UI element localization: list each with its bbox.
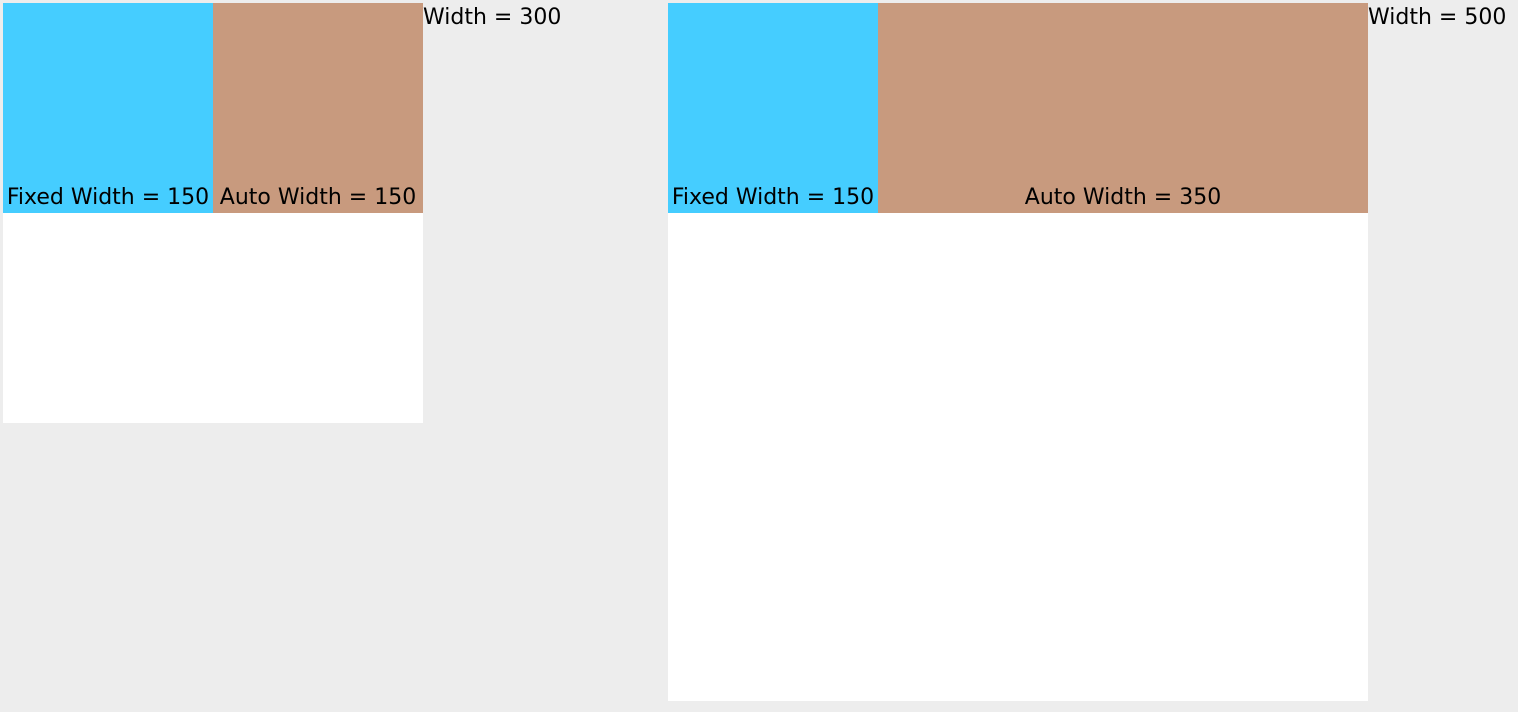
auto-width-cell: Auto Width = 150 [213, 3, 423, 213]
fixed-width-cell: Fixed Width = 150 [3, 3, 213, 213]
auto-width-cell: Auto Width = 350 [878, 3, 1368, 213]
row-panel-1: Fixed Width = 150 Auto Width = 150 [3, 3, 423, 213]
fixed-width-cell: Fixed Width = 150 [668, 3, 878, 213]
container-width-500: Fixed Width = 150 Auto Width = 350 [668, 3, 1368, 701]
container-width-label: Width = 500 [1368, 5, 1507, 30]
row-panel-2: Fixed Width = 150 Auto Width = 350 [668, 3, 1368, 213]
auto-width-label: Auto Width = 150 [219, 185, 417, 210]
fixed-width-label: Fixed Width = 150 [6, 185, 210, 210]
container-width-300: Fixed Width = 150 Auto Width = 150 [3, 3, 423, 423]
container-width-label: Width = 300 [423, 5, 562, 30]
auto-width-label: Auto Width = 350 [1024, 185, 1222, 210]
fixed-width-label: Fixed Width = 150 [671, 185, 875, 210]
